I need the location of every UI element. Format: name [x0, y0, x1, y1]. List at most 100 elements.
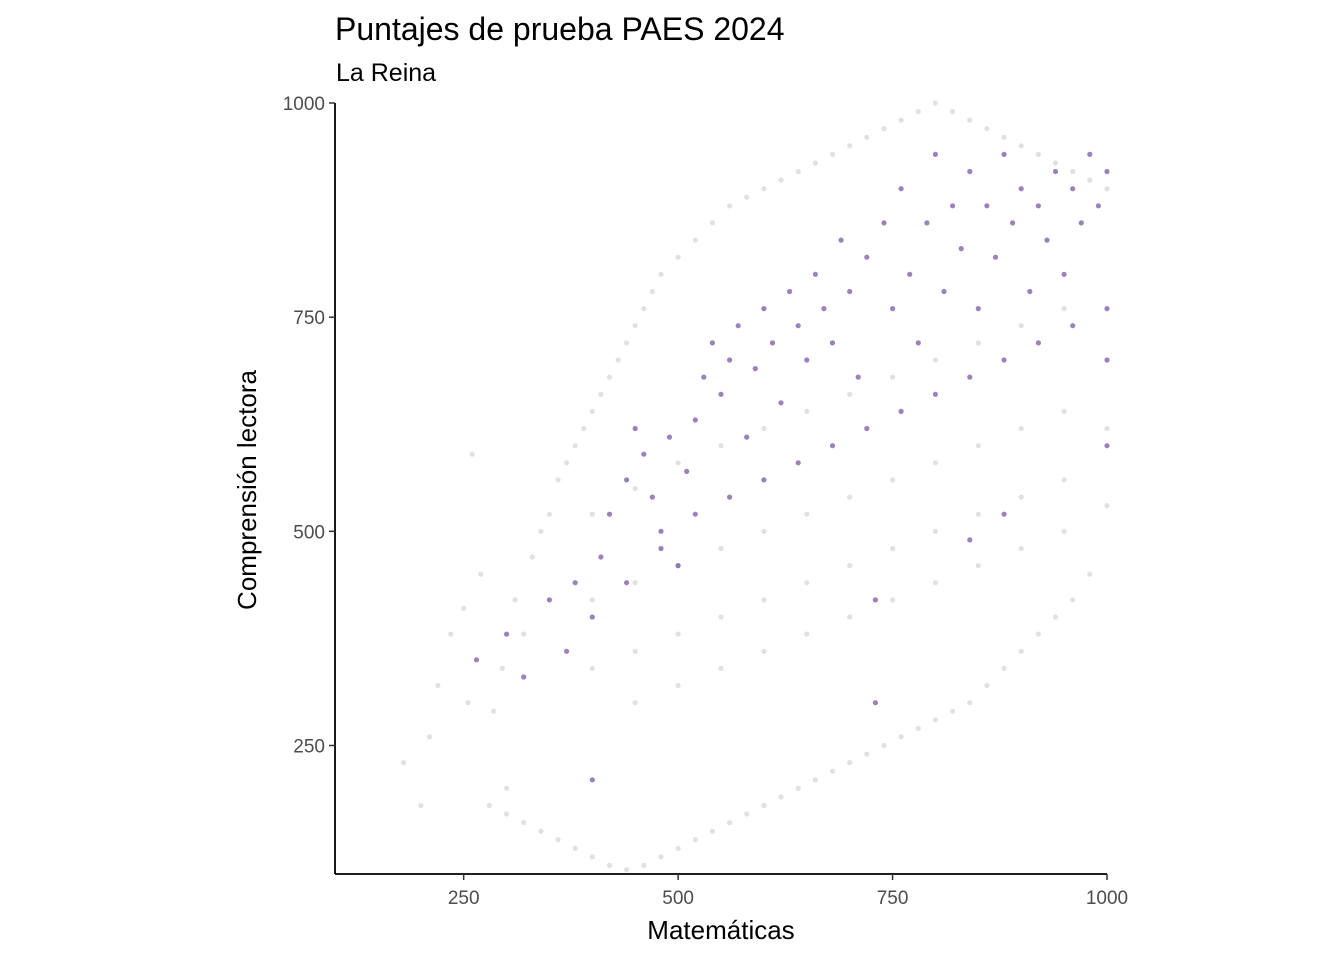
background-point — [1035, 151, 1041, 157]
background-point — [1052, 614, 1059, 620]
highlight-point — [521, 674, 527, 680]
background-point — [984, 126, 990, 132]
highlight-point — [735, 323, 741, 329]
highlight-point — [769, 340, 776, 346]
chart-subtitle: La Reina — [336, 59, 437, 87]
highlight-point — [709, 340, 716, 346]
background-point — [1070, 597, 1076, 603]
highlight-point — [1010, 220, 1016, 226]
background-point — [649, 288, 656, 295]
highlight-point — [1018, 186, 1024, 192]
background-point — [898, 117, 904, 123]
background-point — [632, 700, 638, 706]
background-point — [950, 708, 956, 714]
background-point — [615, 357, 621, 363]
background-point — [1104, 425, 1110, 432]
highlight-point — [761, 477, 767, 483]
background-point — [675, 682, 681, 689]
highlight-point — [1027, 288, 1033, 295]
background-point — [744, 194, 750, 200]
background-point — [804, 631, 810, 637]
background-point — [692, 237, 698, 243]
background-point — [1018, 494, 1024, 500]
background-point — [589, 665, 595, 672]
highlight-point — [872, 700, 879, 706]
background-point — [915, 725, 921, 732]
highlight-point — [1001, 511, 1007, 517]
highlight-point — [564, 648, 570, 654]
background-point — [504, 785, 510, 791]
background-points — [401, 100, 1110, 873]
highlight-point — [804, 357, 810, 363]
background-point — [847, 143, 853, 149]
highlight-point — [847, 288, 853, 295]
highlight-point — [692, 417, 698, 423]
background-point — [675, 254, 681, 260]
background-point — [589, 597, 595, 603]
highlight-point — [898, 408, 904, 414]
background-point — [589, 408, 595, 414]
highlight-point — [1104, 306, 1110, 312]
highlight-point — [907, 271, 913, 277]
x-tick-label: 500 — [662, 888, 694, 909]
background-point — [1104, 503, 1110, 509]
background-point — [761, 802, 767, 809]
y-tick-label: 250 — [293, 737, 325, 758]
background-point — [1018, 425, 1024, 432]
highlight-point — [649, 494, 656, 500]
background-point — [761, 648, 767, 654]
background-point — [564, 460, 570, 466]
background-point — [975, 443, 981, 449]
background-point — [572, 845, 578, 851]
background-point — [675, 460, 681, 466]
highlight-point — [589, 614, 595, 620]
background-point — [499, 665, 505, 672]
background-point — [804, 580, 810, 586]
background-point — [950, 109, 956, 115]
background-point — [761, 528, 767, 534]
background-point — [847, 614, 853, 620]
background-point — [632, 580, 638, 586]
background-point — [624, 867, 630, 873]
highlight-point — [992, 254, 999, 260]
highlight-point — [752, 366, 758, 372]
highlight-point — [958, 246, 964, 252]
background-point — [864, 751, 870, 757]
background-point — [581, 425, 587, 432]
highlight-point — [1104, 443, 1110, 449]
background-point — [967, 700, 973, 706]
highlight-point — [967, 168, 973, 175]
y-axis-title: Comprensión lectora — [232, 370, 262, 610]
x-tick-label: 750 — [877, 888, 909, 909]
highlight-point — [795, 323, 801, 329]
highlight-point — [641, 451, 647, 457]
background-point — [890, 477, 896, 483]
background-point — [932, 717, 939, 723]
background-point — [1061, 477, 1067, 483]
background-point — [890, 545, 896, 552]
background-point — [718, 443, 724, 449]
background-point — [932, 460, 939, 466]
background-point — [632, 648, 638, 654]
background-point — [521, 631, 527, 637]
background-point — [598, 391, 604, 397]
highlight-point — [658, 545, 664, 552]
highlight-point — [898, 186, 904, 192]
highlight-point — [821, 306, 827, 312]
highlight-point — [975, 306, 981, 312]
highlight-point — [890, 306, 896, 312]
background-point — [1052, 160, 1059, 166]
highlight-point — [838, 237, 844, 243]
background-point — [435, 682, 441, 689]
highlight-point — [658, 528, 664, 534]
background-point — [718, 545, 724, 552]
background-point — [812, 160, 819, 166]
highlight-point — [632, 425, 638, 432]
highlight-point — [932, 151, 939, 157]
background-point — [521, 820, 527, 826]
background-point — [1018, 143, 1024, 149]
background-point — [778, 177, 784, 183]
background-point — [829, 151, 836, 157]
background-point — [975, 340, 981, 346]
